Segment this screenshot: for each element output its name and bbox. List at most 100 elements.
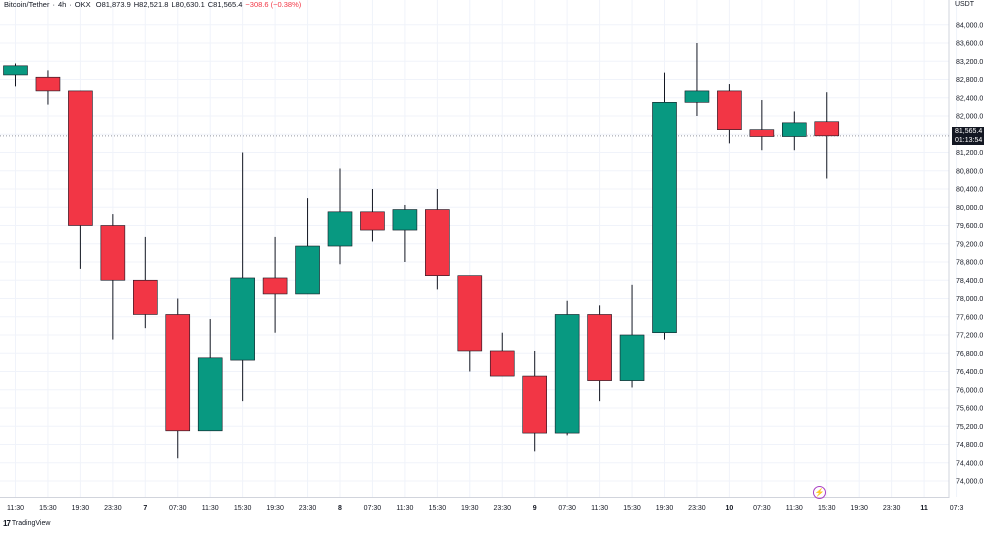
candle-body-bearish[interactable] xyxy=(68,90,93,226)
time-tick-label: 15:30 xyxy=(234,505,252,512)
time-tick-label: 23:30 xyxy=(688,505,706,512)
price-tick-label: 78,400.0 xyxy=(956,278,983,285)
time-tick-label: 11:30 xyxy=(786,505,803,512)
time-tick-label: 7 xyxy=(143,505,147,512)
price-tick-label: 77,200.0 xyxy=(956,333,983,340)
symbol-name: Bitcoin/Tether xyxy=(4,0,50,9)
time-tick-label: 07:30 xyxy=(364,505,382,512)
time-axis-labels: 11:30 15:30 19:30 23:30 7 07:30 11:30 15:30 19:3… xyxy=(7,505,963,512)
candle-body-bearish[interactable] xyxy=(35,76,61,92)
price-tick-label: 76,000.0 xyxy=(956,387,983,394)
candle-body-bullish[interactable] xyxy=(781,122,807,137)
symbol-separator: · xyxy=(52,0,55,9)
time-tick-label: 23:30 xyxy=(883,505,901,512)
price-tick-label: 76,800.0 xyxy=(956,351,983,358)
time-tick-label: 07:30 xyxy=(558,505,576,512)
close-value: C81,565.4 xyxy=(207,0,243,9)
price-tick-label: 84,000.0 xyxy=(956,22,983,29)
symbol-legend[interactable]: Bitcoin/Tether · 4h · OKX O81,873.9 H82,521.8… xyxy=(4,0,304,10)
price-tick-label: 83,200.0 xyxy=(956,59,983,66)
price-tick-label: 78,800.0 xyxy=(956,260,983,267)
bar-countdown-badge: 01:13:54 xyxy=(952,135,984,145)
candle-body-bearish[interactable] xyxy=(717,90,742,130)
candle-body-bullish[interactable] xyxy=(392,209,418,231)
time-tick-label: 15:30 xyxy=(39,505,57,512)
candle-body-bullish[interactable] xyxy=(327,211,353,247)
lightning-bolt-icon[interactable]: ⚡ xyxy=(813,486,826,499)
candle-body-bearish[interactable] xyxy=(587,314,612,381)
time-tick-label: 23:30 xyxy=(299,505,317,512)
price-tick-label: 82,000.0 xyxy=(956,114,983,121)
candle-body-bullish[interactable] xyxy=(652,102,677,334)
candles xyxy=(3,43,840,459)
time-tick-label: 19:30 xyxy=(266,505,284,512)
candle-body-bullish[interactable] xyxy=(230,277,255,361)
time-tick-label: 10 xyxy=(726,505,734,512)
price-tick-label: 75,200.0 xyxy=(956,424,983,431)
time-tick-label: 11:30 xyxy=(7,505,24,512)
time-tick-label: 11:30 xyxy=(396,505,413,512)
exchange-label: OKX xyxy=(74,0,91,9)
time-tick-label: 11:30 xyxy=(202,505,219,512)
price-tick-label: 83,600.0 xyxy=(956,41,983,48)
candle-body-bullish[interactable] xyxy=(197,357,223,432)
time-tick-label: 23:30 xyxy=(104,505,122,512)
candle-body-bearish[interactable] xyxy=(100,225,126,281)
price-tick-label: 78,000.0 xyxy=(956,296,983,303)
time-tick-label: 07:3 xyxy=(950,505,964,512)
price-tick-label: 80,000.0 xyxy=(956,205,983,212)
candle-body-bearish[interactable] xyxy=(165,314,191,432)
time-tick-label: 11:30 xyxy=(591,505,608,512)
symbol-separator: · xyxy=(69,0,72,9)
candle-body-bearish[interactable] xyxy=(262,277,288,295)
time-tick-label: 19:30 xyxy=(656,505,674,512)
brand-name: TradingView xyxy=(11,520,51,527)
price-axis-labels: 74,000.0 74,400.0 74,800.0 75,200.0 75,600.0… xyxy=(956,22,983,485)
high-value: H82,521.8 xyxy=(133,0,169,9)
price-tick-label: 74,400.0 xyxy=(956,460,983,467)
price-tick-label: 82,400.0 xyxy=(956,95,983,102)
price-tick-label: 81,200.0 xyxy=(956,150,983,157)
price-tick-label: 75,600.0 xyxy=(956,406,983,413)
time-tick-label: 8 xyxy=(338,505,342,512)
price-tick-label: 76,400.0 xyxy=(956,369,983,376)
interval-label: 4h xyxy=(57,0,67,9)
time-tick-label: 15:30 xyxy=(623,505,641,512)
price-tick-label: 79,600.0 xyxy=(956,223,983,230)
candle-body-bullish[interactable] xyxy=(619,334,645,381)
time-tick-label: 15:30 xyxy=(429,505,447,512)
tradingview-mark-icon: 17 xyxy=(3,519,11,528)
candle-body-bearish[interactable] xyxy=(489,350,515,377)
time-tick-label: 07:30 xyxy=(753,505,771,512)
candle-body-bullish[interactable] xyxy=(3,65,28,76)
price-tick-label: 77,600.0 xyxy=(956,314,983,321)
candle-body-bearish[interactable] xyxy=(425,209,450,276)
candle-body-bearish[interactable] xyxy=(457,275,483,352)
time-tick-label: 9 xyxy=(533,505,537,512)
price-tick-label: 82,800.0 xyxy=(956,77,983,84)
time-tick-label: 15:30 xyxy=(818,505,836,512)
candle-body-bearish[interactable] xyxy=(522,375,548,434)
candle-body-bearish[interactable] xyxy=(360,211,385,231)
candle-body-bearish[interactable] xyxy=(814,121,840,137)
time-tick-label: 23:30 xyxy=(493,505,511,512)
low-value: L80,630.1 xyxy=(171,0,205,9)
currency-unit-label: USDT xyxy=(954,1,974,8)
price-tick-label: 74,800.0 xyxy=(956,442,983,449)
candle-body-bullish[interactable] xyxy=(295,245,320,295)
grid-lines xyxy=(0,0,958,497)
time-tick-label: 07:30 xyxy=(169,505,187,512)
tradingview-logo[interactable]: 17 TradingView xyxy=(3,519,50,528)
time-tick-label: 11 xyxy=(920,505,928,512)
candle-body-bearish[interactable] xyxy=(133,279,158,315)
price-tick-label: 80,800.0 xyxy=(956,168,983,175)
candle-body-bearish[interactable] xyxy=(749,129,775,137)
time-tick-label: 19:30 xyxy=(72,505,90,512)
price-tick-label: 80,400.0 xyxy=(956,187,983,194)
candle-body-bullish[interactable] xyxy=(554,314,580,434)
candle-body-bullish[interactable] xyxy=(684,90,710,103)
open-value: O81,873.9 xyxy=(95,0,131,9)
last-price-badge: 81,565.4 xyxy=(952,126,984,136)
change-value: −308.6 (−0.38%) xyxy=(245,0,302,9)
